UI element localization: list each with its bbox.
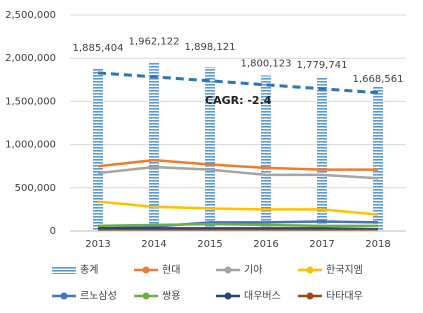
data-label: 1,962,122 bbox=[129, 36, 180, 47]
legend-marker bbox=[306, 266, 314, 274]
data-label: 1,885,404 bbox=[73, 43, 124, 54]
y-tick-label: 2,000,000 bbox=[5, 53, 56, 64]
line bbox=[97, 222, 378, 228]
data-label: 1,898,121 bbox=[185, 42, 236, 53]
legend-item: 한국지엠 bbox=[298, 264, 363, 276]
legend-label: 르노삼성 bbox=[80, 290, 117, 302]
line bbox=[97, 165, 379, 180]
legend-item: 현대 bbox=[134, 264, 180, 276]
legend-item: 기아 bbox=[216, 264, 262, 276]
legend-label: 타타대우 bbox=[326, 290, 363, 302]
legend-label: 쌍용 bbox=[162, 290, 180, 302]
data-label: 1,779,741 bbox=[297, 60, 348, 71]
legend-item: 대우버스 bbox=[216, 290, 281, 302]
legend-item: 르노삼성 bbox=[52, 290, 117, 302]
x-tick-label: 2018 bbox=[365, 239, 390, 250]
y-tick-label: 0 bbox=[50, 226, 56, 237]
legend-marker bbox=[142, 292, 150, 300]
legend-item: 총계 bbox=[52, 264, 98, 276]
legend-item: 쌍용 bbox=[134, 290, 180, 302]
y-tick-label: 1,500,000 bbox=[5, 96, 56, 107]
x-tick-label: 2015 bbox=[197, 239, 222, 250]
legend-marker bbox=[306, 292, 314, 300]
line bbox=[98, 227, 379, 231]
bar bbox=[93, 68, 103, 231]
legend-marker bbox=[224, 266, 232, 274]
line bbox=[97, 200, 379, 216]
x-tick-label: 2014 bbox=[141, 239, 166, 250]
bar bbox=[149, 61, 159, 232]
annotation: CAGR: -2.4 bbox=[205, 94, 272, 107]
bar bbox=[261, 75, 271, 231]
y-tick-label: 500,000 bbox=[15, 183, 56, 194]
y-tick-label: 1,000,000 bbox=[5, 140, 56, 151]
line bbox=[97, 158, 378, 171]
x-tick-label: 2013 bbox=[85, 239, 110, 250]
bar bbox=[205, 67, 215, 231]
legend-marker bbox=[224, 292, 232, 300]
x-tick-label: 2017 bbox=[309, 239, 334, 250]
legend-label: 한국지엠 bbox=[326, 264, 363, 276]
trend-line bbox=[97, 71, 379, 95]
legend-label: 현대 bbox=[162, 264, 180, 276]
legend-marker bbox=[60, 292, 68, 300]
bar bbox=[317, 77, 327, 231]
bar bbox=[373, 86, 383, 231]
line bbox=[97, 220, 379, 230]
legend-item: 타타대우 bbox=[298, 290, 363, 302]
legend-label: 총계 bbox=[80, 264, 98, 276]
legend-marker bbox=[142, 266, 150, 274]
x-tick-label: 2016 bbox=[253, 239, 278, 250]
legend-swatch bbox=[52, 266, 76, 274]
y-tick-label: 2,500,000 bbox=[5, 10, 56, 21]
data-label: 1,800,123 bbox=[241, 58, 292, 69]
legend-label: 대우버스 bbox=[244, 290, 281, 302]
legend-label: 기아 bbox=[244, 264, 262, 276]
data-label: 1,668,561 bbox=[353, 74, 404, 85]
